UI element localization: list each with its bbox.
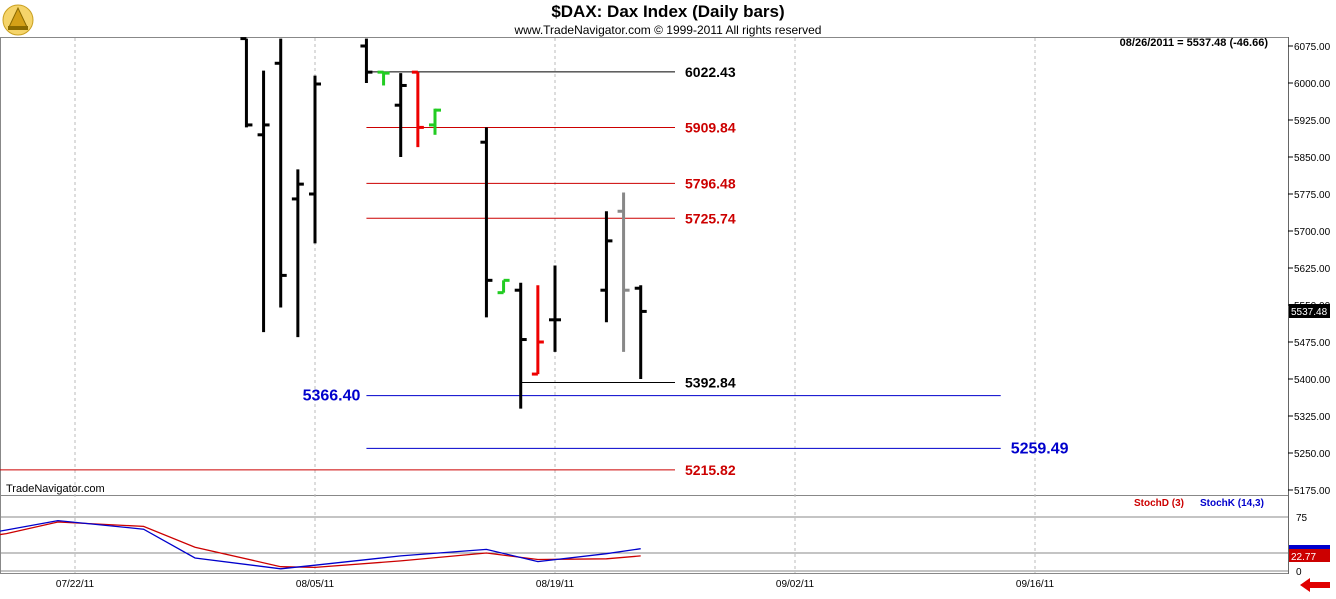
- chart-title: $DAX: Dax Index (Daily bars): [551, 2, 784, 21]
- level-label: 5366.40: [303, 388, 361, 405]
- copyright-subtitle: www.TradeNavigator.com © 1999-2011 All r…: [514, 23, 822, 37]
- level-label: 5259.49: [1011, 440, 1069, 457]
- price-bars: [240, 37, 647, 409]
- stoch-panel-frame: [0, 495, 1289, 574]
- stoch-tick-label: 75: [1296, 513, 1308, 524]
- y-tick-label: 5400.00: [1294, 375, 1331, 386]
- y-tick-label: 6000.00: [1294, 79, 1331, 90]
- level-lines: 6022.43 5909.84 5796.48 5725.74 5392.84 5366.…: [0, 64, 1069, 478]
- y-tick-label: 5775.00: [1294, 190, 1331, 201]
- x-tick-label: 09/02/11: [776, 579, 815, 590]
- level-label: 5725.74: [685, 210, 736, 226]
- scroll-left-arrow-icon[interactable]: [1300, 578, 1330, 592]
- last-readout: 08/26/2011 = 5537.48 (-46.66): [1120, 37, 1269, 49]
- last-price-label: 5537.48: [1291, 307, 1328, 318]
- stoch-d-badge: [1289, 549, 1330, 562]
- last-price-box: [1289, 304, 1330, 318]
- y-tick-label: 5925.00: [1294, 116, 1331, 127]
- y-tick-label: 5325.00: [1294, 412, 1331, 423]
- y-tick-label: 6075.00: [1294, 42, 1331, 53]
- level-label: 5392.84: [685, 375, 736, 391]
- x-tick-label: 08/19/11: [536, 579, 575, 590]
- stoch-lines: [0, 519, 641, 570]
- x-tick-label: 09/16/11: [1016, 579, 1055, 590]
- level-label: 5215.82: [685, 462, 736, 478]
- price-panel-frame: [0, 37, 1289, 496]
- y-tick-label: 5475.00: [1294, 338, 1331, 349]
- y-tick-label: 5850.00: [1294, 153, 1331, 164]
- x-axis: 07/22/11 08/05/11 08/19/11 09/02/11 09/16/11: [56, 579, 1055, 590]
- legend-stochd: StochD (3): [1134, 498, 1184, 509]
- y-tick-label: 5700.00: [1294, 227, 1331, 238]
- level-label: 5909.84: [685, 119, 736, 135]
- stoch-series-line: [0, 519, 641, 570]
- level-label: 5796.48: [685, 175, 736, 191]
- y-tick-label: 5250.00: [1294, 449, 1331, 460]
- x-tick-label: 08/05/11: [296, 579, 335, 590]
- stoch-tick-label: 0: [1296, 567, 1302, 578]
- watermark: TradeNavigator.com: [6, 483, 105, 495]
- logo-icon: [2, 4, 34, 36]
- stoch-value-label: 22.77: [1291, 552, 1316, 563]
- x-tick-label: 07/22/11: [56, 579, 95, 590]
- legend-stochk: StochK (14,3): [1200, 498, 1264, 509]
- level-label: 6022.43: [685, 64, 736, 80]
- y-tick-label: 5625.00: [1294, 264, 1331, 275]
- y-tick-label: 5175.00: [1294, 486, 1331, 497]
- grid: [1, 38, 1288, 573]
- stoch-series-line: [0, 521, 641, 569]
